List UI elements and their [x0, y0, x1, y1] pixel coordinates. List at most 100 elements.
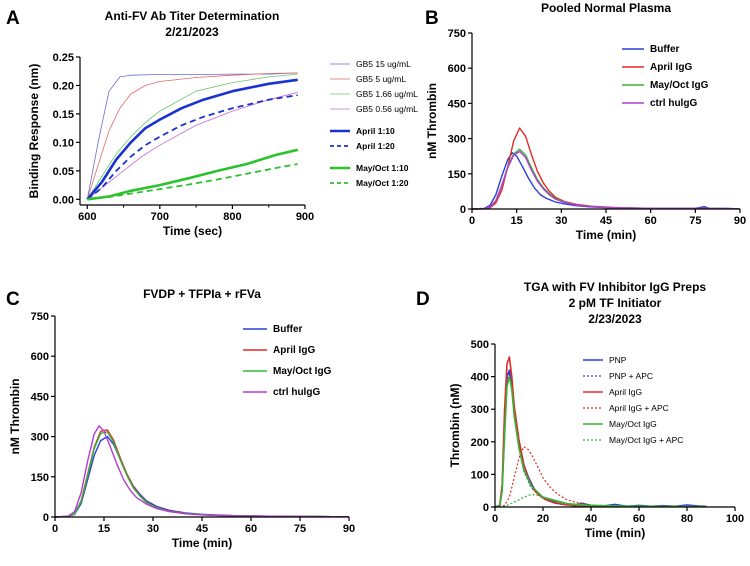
- x-tick-label: 800: [223, 211, 241, 223]
- x-tick-label: 45: [196, 523, 208, 535]
- x-tick-label: 30: [555, 215, 567, 227]
- legend-label: May/Oct IgG + APC: [609, 435, 683, 445]
- y-axis-label: nM Thrombin: [8, 379, 22, 455]
- series-line-buffer: [55, 435, 349, 518]
- y-tick-label: 0.25: [53, 52, 74, 64]
- legend-label: May/Oct IgG: [609, 419, 657, 429]
- panel-letter: B: [425, 8, 439, 29]
- y-tick-label: 200: [471, 437, 489, 449]
- x-tick-label: 900: [296, 211, 314, 223]
- y-tick-label: 150: [31, 472, 49, 484]
- x-tick-label: 0: [469, 215, 475, 227]
- y-tick-label: 500: [471, 339, 489, 351]
- x-tick-label: 40: [585, 513, 597, 525]
- x-tick-label: 60: [645, 215, 657, 227]
- chart-title: TGA with FV Inhibitor IgG Preps: [524, 280, 707, 294]
- x-axis-label: Time (min): [576, 228, 636, 242]
- legend-label: ctrl hulgG: [650, 98, 697, 109]
- legend-label: May/Oct IgG: [273, 366, 332, 377]
- legend-label: May/Oct 1:10: [356, 163, 409, 173]
- x-axis-label: Time (min): [585, 526, 645, 540]
- y-tick-label: 0: [460, 204, 466, 216]
- legend-label: April 1:20: [356, 141, 395, 151]
- legend-label: ctrl hulgG: [273, 387, 320, 398]
- y-tick-label: 750: [448, 28, 466, 40]
- chart-subtitle: 2/21/2023: [165, 25, 219, 39]
- legend-label: April IgG: [650, 62, 692, 73]
- series-line-may-oct-1-20: [87, 163, 298, 201]
- chart-subtitle2: 2/23/2023: [588, 312, 642, 326]
- x-tick-label: 100: [726, 513, 744, 525]
- y-tick-label: 150: [448, 169, 466, 181]
- chart-panel-d: D TGA with FV Inhibitor IgG Preps 2 pM TF …: [416, 280, 744, 540]
- legend: PNP PNP + APC April IgG April IgG + APC May/…: [583, 355, 683, 445]
- panel-letter: D: [416, 289, 430, 310]
- y-tick-label: 600: [31, 351, 49, 363]
- y-tick-label: 750: [31, 311, 49, 323]
- y-tick-label: 0.00: [53, 194, 74, 206]
- y-tick-label: 300: [448, 134, 466, 146]
- chart-panel-c: C FVDP + TFPIa + rFVa 0 15 30 45 60 75 90 0 150 300…: [6, 287, 355, 550]
- legend: Buffer April IgG May/Oct IgG ctrl hulgG: [243, 324, 332, 398]
- series-line-may-oct-igg-apc: [495, 494, 707, 508]
- chart-title: FVDP + TFPIa + rFVa: [143, 287, 261, 301]
- x-tick-label: 60: [245, 523, 257, 535]
- x-tick-label: 90: [343, 523, 355, 535]
- x-tick-label: 15: [511, 215, 523, 227]
- legend-label: April IgG: [273, 345, 315, 356]
- x-tick-label: 600: [78, 211, 96, 223]
- x-tick-label: 15: [98, 523, 110, 535]
- legend-label: Buffer: [650, 44, 680, 55]
- series-line-ctrl-hulgg: [472, 150, 740, 210]
- y-tick-label: 100: [471, 469, 489, 481]
- x-tick-label: 45: [600, 215, 612, 227]
- x-tick-label: 75: [689, 215, 701, 227]
- x-axis-label: Time (min): [172, 536, 232, 550]
- x-tick-label: 0: [492, 513, 498, 525]
- y-tick-label: 0: [483, 502, 489, 514]
- series-line-april-igg: [472, 127, 740, 210]
- series-group: [495, 356, 707, 508]
- y-tick-label: 400: [471, 372, 489, 384]
- x-tick-label: 20: [537, 513, 549, 525]
- legend: Buffer April IgG May/Oct IgG ctrl hulgG: [622, 44, 709, 109]
- panel-letter: A: [6, 8, 20, 29]
- legend-label: PNP: [609, 355, 627, 365]
- series-line-may-oct-igg: [495, 375, 707, 508]
- series-line-april-1-20: [86, 94, 298, 201]
- chart-panel-a: A Anti-FV Ab Titer Determination 2/21/2023…: [6, 8, 418, 238]
- legend-label: April IgG: [609, 387, 642, 397]
- y-tick-label: 450: [31, 391, 49, 403]
- series-line-gb5-5-ug-ml: [86, 72, 298, 200]
- y-tick-label: 600: [448, 63, 466, 75]
- y-tick-label: 450: [448, 98, 466, 110]
- y-tick-label: 0.20: [53, 80, 74, 92]
- x-axis-label: Time (sec): [163, 224, 222, 238]
- legend-label: GB5 15 ug/mL: [356, 59, 411, 69]
- legend: GB5 15 ug/mL GB5 5 ug/mL GB5 1.66 ug/mL GB5…: [330, 59, 418, 188]
- x-tick-label: 700: [151, 211, 169, 223]
- legend-label: May/Oct IgG: [650, 80, 709, 91]
- legend-label: GB5 5 ug/mL: [356, 74, 406, 84]
- y-tick-label: 300: [471, 404, 489, 416]
- legend-label: May/Oct 1:20: [356, 178, 409, 188]
- series-line-may-oct-1-10: [87, 148, 298, 201]
- legend-label: April 1:10: [356, 126, 395, 136]
- x-tick-label: 0: [52, 523, 58, 535]
- chart-title: Anti-FV Ab Titer Determination: [105, 9, 280, 23]
- y-tick-label: 0: [43, 512, 49, 524]
- x-tick-label: 90: [734, 215, 746, 227]
- series-line-gb5-0-56-ug-ml: [87, 91, 298, 200]
- legend-label: April IgG + APC: [609, 403, 669, 413]
- x-tick-label: 30: [147, 523, 159, 535]
- y-tick-label: 0.15: [53, 109, 74, 121]
- series-line-april-igg: [495, 356, 707, 508]
- legend-label: Buffer: [273, 324, 303, 335]
- legend-label: GB5 0.56 ug/mL: [356, 104, 418, 114]
- chart-title: Pooled Normal Plasma: [541, 1, 671, 15]
- y-axis-label: Binding Response (nm): [27, 64, 41, 199]
- y-axis-label: nM Thrombin: [425, 83, 439, 159]
- y-tick-label: 0.10: [53, 137, 74, 149]
- chart-panel-b: B Pooled Normal Plasma 0 15 30 45 60 75 90 0 150 30…: [425, 1, 746, 242]
